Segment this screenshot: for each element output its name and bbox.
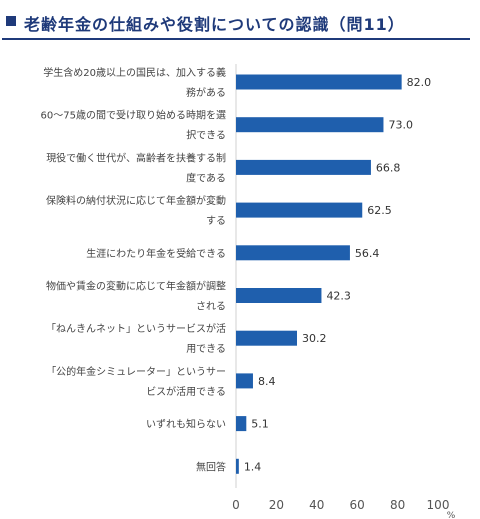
category-label-1-line-1: 学生含め20歳以上の国民は、加入する義 bbox=[43, 66, 226, 79]
bar-4 bbox=[236, 203, 362, 218]
data-label-6: 42.3 bbox=[326, 290, 351, 303]
bar-10 bbox=[236, 459, 239, 474]
category-label-6-line-2: される bbox=[196, 301, 226, 313]
category-label-3-line-1: 現役で働く世代が、高齢者を扶養する制 bbox=[46, 151, 226, 164]
data-label-9: 5.1 bbox=[251, 418, 269, 431]
data-label-7: 30.2 bbox=[302, 332, 327, 345]
x-tick-label-100: 100 bbox=[427, 498, 450, 512]
bar-1 bbox=[236, 75, 402, 90]
bar-7 bbox=[236, 331, 297, 346]
bar-8 bbox=[236, 373, 253, 388]
x-tick-label-0: 0 bbox=[232, 498, 240, 512]
category-label-8-line-2: ビスが活用できる bbox=[146, 385, 226, 398]
x-tick-label-20: 20 bbox=[269, 498, 284, 512]
data-label-1: 82.0 bbox=[407, 76, 432, 89]
category-label-7-line-2: 用できる bbox=[186, 343, 226, 355]
x-tick-label-60: 60 bbox=[350, 498, 365, 512]
x-tick-label-80: 80 bbox=[390, 498, 405, 512]
category-label-10: 無回答 bbox=[196, 460, 226, 473]
x-unit-label: % bbox=[447, 511, 456, 519]
category-label-8-line-1: 「公的年金シミュレーター」というサー bbox=[46, 365, 226, 378]
data-label-10: 1.4 bbox=[244, 460, 262, 473]
data-label-4: 62.5 bbox=[367, 204, 392, 217]
category-label-3-line-2: 度である bbox=[186, 171, 226, 184]
category-label-4-line-1: 保険料の納付状況に応じて年金額が変動 bbox=[46, 194, 226, 207]
category-label-1-line-2: 務がある bbox=[186, 86, 226, 99]
category-label-2-line-2: 択できる bbox=[186, 129, 226, 142]
category-label-7-line-1: 「ねんきんネット」というサービスが活 bbox=[46, 322, 226, 335]
bar-9 bbox=[236, 416, 246, 431]
data-label-2: 73.0 bbox=[388, 119, 413, 132]
category-label-2-line-1: 60～75歳の間で受け取り始める時期を選 bbox=[41, 109, 226, 122]
category-label-4-line-2: する bbox=[206, 215, 226, 227]
data-label-5: 56.4 bbox=[355, 247, 380, 260]
category-label-9: いずれも知らない bbox=[146, 418, 226, 431]
category-label-5: 生涯にわたり年金を受給できる bbox=[86, 247, 226, 260]
data-label-3: 66.8 bbox=[376, 161, 401, 174]
bar-5 bbox=[236, 245, 350, 260]
x-tick-label-40: 40 bbox=[309, 498, 324, 512]
category-label-6-line-1: 物価や賃金の変動に応じて年金額が調整 bbox=[46, 280, 226, 293]
bar-6 bbox=[236, 288, 321, 303]
bar-2 bbox=[236, 117, 383, 132]
bar-3 bbox=[236, 160, 371, 175]
data-label-8: 8.4 bbox=[258, 375, 276, 388]
